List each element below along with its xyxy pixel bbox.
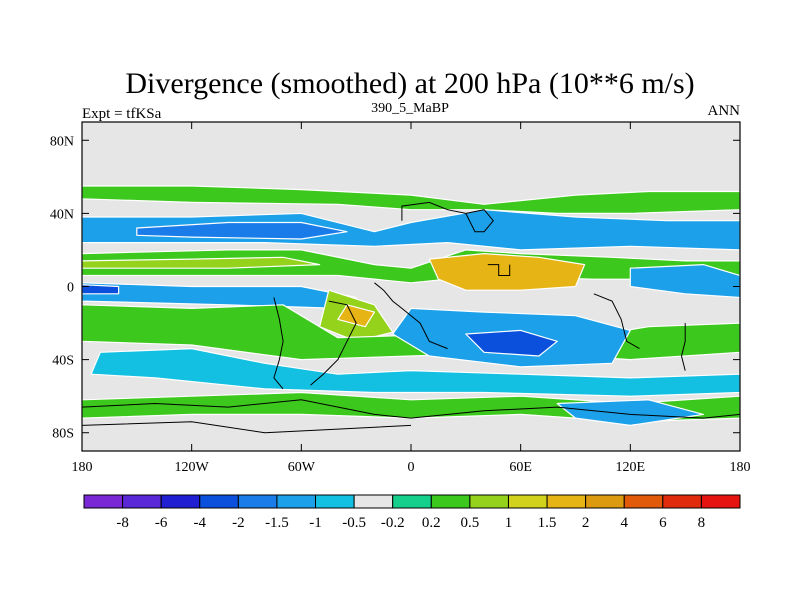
- colorbar-label: -1.5: [265, 515, 289, 531]
- x-tick-label: 0: [408, 460, 415, 475]
- colorbar-swatch: [585, 494, 625, 509]
- colorbar-label: -8: [116, 515, 129, 531]
- x-tick-label: 60W: [288, 460, 316, 475]
- colorbar-swatch: [700, 494, 741, 509]
- period-label: 390_5_MaBP: [371, 101, 449, 116]
- colorbar-label: 1: [505, 515, 513, 531]
- experiment-label: Expt = tfKSa: [82, 106, 162, 122]
- colorbar-label: 8: [698, 515, 706, 531]
- colorbar-label: -2: [232, 515, 245, 531]
- x-tick-label: 120W: [175, 460, 210, 475]
- region-indian-ocean-strong-negative: [465, 329, 558, 357]
- region-nh-subtropic-negative-band: [82, 209, 740, 251]
- colorbar-swatch: [353, 494, 394, 509]
- colorbar-swatch: [430, 494, 471, 509]
- region-antarctic-negative: [556, 399, 705, 426]
- region-sh-midlat-negative-band: [90, 348, 740, 397]
- y-tick-label: 80N: [50, 134, 74, 149]
- coastline-antarctica-inner-coast: [82, 421, 412, 434]
- colorbar-swatch: [623, 494, 664, 509]
- colorbar: -8 -6 -4 -2 -1.5 -1 -0.5 -0.2 0.2 0.5 1 1.5 2 4 6 8: [83, 494, 741, 531]
- colorbar-swatch: [469, 494, 509, 509]
- coastline-south-america-east-coast: [310, 300, 357, 386]
- y-tick-label: 40S: [52, 354, 74, 369]
- colorbar-swatch: [276, 494, 317, 509]
- season-label: ANN: [708, 103, 741, 119]
- coastline-south-america-west-coast: [273, 297, 284, 390]
- region-maritime-continent-negative: [629, 264, 740, 299]
- region-north-pacific-strong-negative: [136, 221, 348, 240]
- plot-area: [81, 121, 741, 452]
- chart-title: Divergence (smoothed) at 200 hPa (10**6 …: [125, 67, 694, 100]
- coastline-arabia-box: [487, 264, 511, 276]
- coastline-australia-west-coast: [593, 293, 640, 350]
- colorbar-label: -0.5: [342, 515, 366, 531]
- x-tick-label: 180: [730, 460, 751, 475]
- colorbar-swatch: [662, 494, 702, 509]
- colorbar-label: 0.5: [461, 515, 480, 531]
- x-tick-label: 180: [72, 460, 93, 475]
- colorbar-label: 0.2: [422, 515, 441, 531]
- region-central-pacific-strong-negative: [82, 284, 120, 295]
- colorbar-swatch: [160, 494, 201, 509]
- colorbar-swatch: [546, 494, 587, 509]
- y-tick-label: 40N: [50, 207, 74, 222]
- coastlines: [82, 201, 740, 434]
- colorbar-swatch: [237, 494, 278, 509]
- region-nh-tropic-inner-positive: [82, 256, 321, 269]
- colorbar-swatch: [392, 494, 432, 509]
- colorbar-swatch: [122, 494, 162, 509]
- colorbar-label: 4: [620, 515, 628, 531]
- y-tick-label: 80S: [52, 427, 74, 442]
- colorbar-swatch: [83, 494, 124, 509]
- colorbar-swatch: [199, 494, 239, 509]
- coastline-antarctica-coast: [82, 399, 740, 419]
- field-contours: [82, 185, 740, 426]
- coastline-australia-east-coast: [680, 323, 686, 371]
- region-nh-midlat-positive-band: [82, 185, 740, 214]
- coastline-north-africa-coast: [401, 201, 494, 233]
- colorbar-label: -6: [155, 515, 168, 531]
- colorbar-label: 1.5: [538, 515, 557, 531]
- colorbar-swatch: [507, 494, 548, 509]
- region-south-america-strong-positive: [337, 304, 375, 328]
- x-axis: 180 120W 60W 0 60E 120E 180: [72, 122, 751, 475]
- x-tick-label: 60E: [509, 460, 532, 475]
- x-tick-label: 120E: [616, 460, 646, 475]
- colorbar-label: -4: [194, 515, 207, 531]
- colorbar-swatch: [315, 494, 355, 509]
- colorbar-label: -1: [309, 515, 322, 531]
- region-africa-arabia-strong-positive: [428, 253, 586, 291]
- colorbar-label: 6: [659, 515, 667, 531]
- colorbar-label: 2: [582, 515, 590, 531]
- colorbar-label: -0.2: [381, 515, 405, 531]
- y-axis: 80N 40N 0 40S 80S: [50, 134, 740, 442]
- y-tick-label: 0: [67, 281, 74, 296]
- coastline-west-africa-coast: [374, 282, 448, 350]
